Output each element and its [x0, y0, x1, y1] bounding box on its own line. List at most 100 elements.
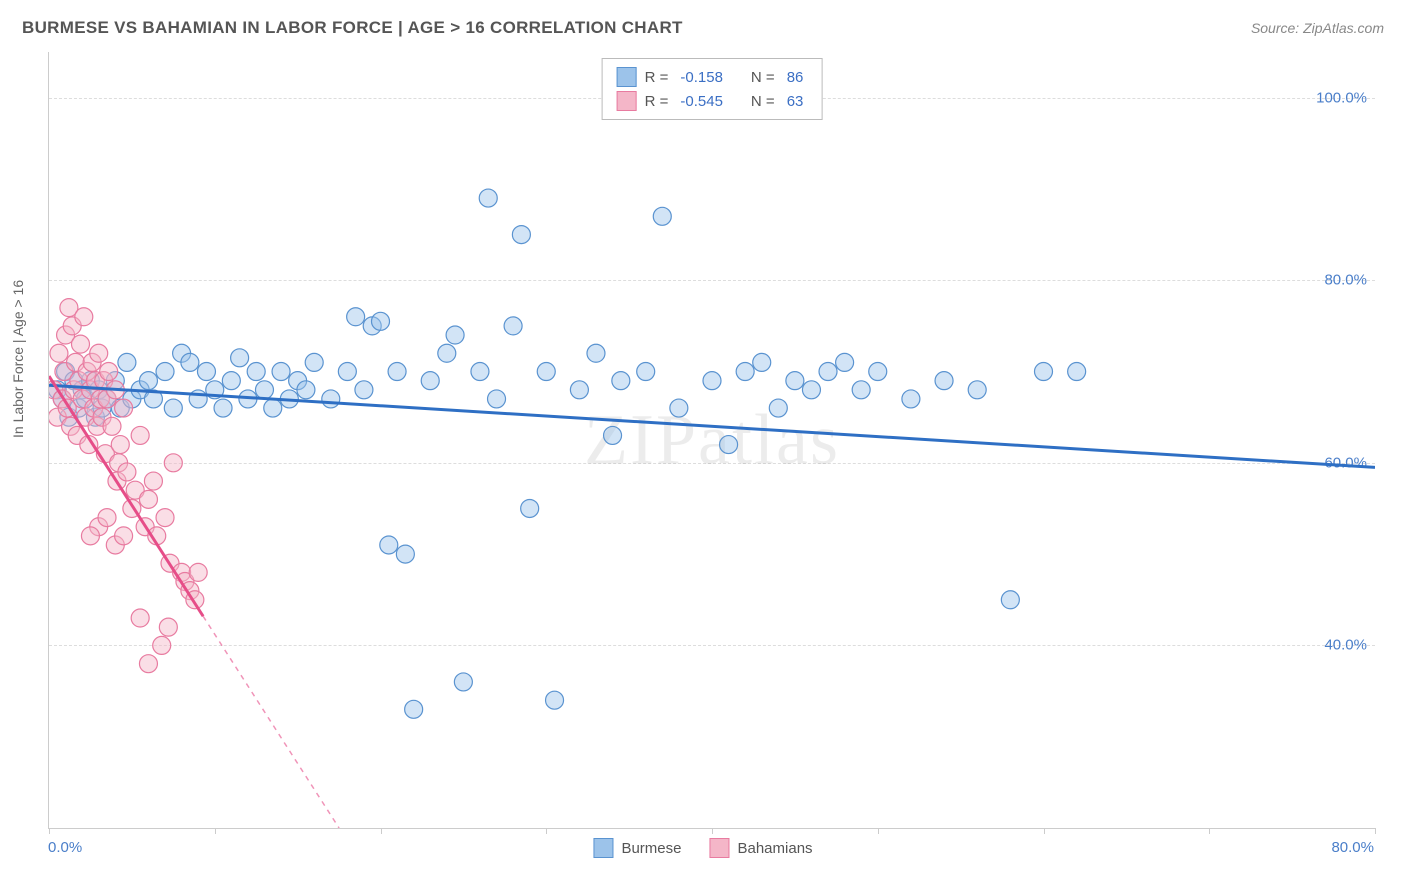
scatter-point: [546, 691, 564, 709]
x-tick: [1375, 828, 1376, 834]
stats-row-burmese: R = -0.158 N = 86: [617, 65, 808, 89]
x-tick: [712, 828, 713, 834]
scatter-point: [396, 545, 414, 563]
scatter-point: [454, 673, 472, 691]
scatter-point: [504, 317, 522, 335]
stats-n-val-burmese: 86: [787, 69, 804, 86]
scatter-point: [1068, 363, 1086, 381]
scatter-point: [852, 381, 870, 399]
scatter-point: [50, 344, 68, 362]
scatter-point: [769, 399, 787, 417]
x-tick: [215, 828, 216, 834]
legend-swatch-bahamian: [709, 838, 729, 858]
scatter-point: [247, 363, 265, 381]
scatter-point: [471, 363, 489, 381]
scatter-point: [98, 509, 116, 527]
x-tick: [1209, 828, 1210, 834]
scatter-point: [819, 363, 837, 381]
scatter-point: [322, 390, 340, 408]
scatter-point: [479, 189, 497, 207]
scatter-point: [347, 308, 365, 326]
scatter-point: [153, 636, 171, 654]
scatter-point: [156, 363, 174, 381]
scatter-point: [144, 472, 162, 490]
legend-swatch-burmese: [593, 838, 613, 858]
scatter-point: [869, 363, 887, 381]
chart-plot-area: R = -0.158 N = 86 R = -0.545 N = 63 ZIPa…: [48, 52, 1375, 829]
scatter-point: [1001, 591, 1019, 609]
scatter-point: [131, 426, 149, 444]
chart-title: BURMESE VS BAHAMIAN IN LABOR FORCE | AGE…: [22, 18, 683, 38]
scatter-point: [156, 509, 174, 527]
x-tick: [546, 828, 547, 834]
scatter-point: [670, 399, 688, 417]
scatter-point: [570, 381, 588, 399]
scatter-point: [612, 372, 630, 390]
stats-swatch-bahamian: [617, 91, 637, 111]
scatter-point: [968, 381, 986, 399]
stats-legend-box: R = -0.158 N = 86 R = -0.545 N = 63: [602, 58, 823, 120]
scatter-point: [935, 372, 953, 390]
scatter-point: [118, 353, 136, 371]
scatter-point: [653, 207, 671, 225]
stats-r-val-bahamian: -0.545: [680, 93, 723, 110]
scatter-point: [802, 381, 820, 399]
scatter-point: [421, 372, 439, 390]
scatter-point: [405, 700, 423, 718]
scatter-point: [255, 381, 273, 399]
scatter-point: [1035, 363, 1053, 381]
bottom-legend: Burmese Bahamians: [593, 838, 812, 858]
scatter-point: [720, 436, 738, 454]
x-tick: [49, 828, 50, 834]
x-tick: [1044, 828, 1045, 834]
trend-line: [49, 385, 1375, 467]
scatter-point: [115, 527, 133, 545]
scatter-point: [197, 363, 215, 381]
scatter-point: [75, 308, 93, 326]
scatter-point: [164, 399, 182, 417]
stats-n-label: N =: [751, 93, 775, 110]
scatter-point: [521, 499, 539, 517]
scatter-point: [139, 490, 157, 508]
scatter-point: [753, 353, 771, 371]
scatter-point: [115, 399, 133, 417]
scatter-point: [181, 353, 199, 371]
scatter-point: [305, 353, 323, 371]
scatter-point: [512, 226, 530, 244]
scatter-point: [902, 390, 920, 408]
scatter-point: [103, 417, 121, 435]
y-axis-title: In Labor Force | Age > 16: [10, 280, 26, 438]
scatter-point: [537, 363, 555, 381]
x-tick: [878, 828, 879, 834]
scatter-point: [355, 381, 373, 399]
scatter-point: [736, 363, 754, 381]
x-axis-label-min: 0.0%: [48, 839, 82, 856]
scatter-point: [118, 463, 136, 481]
scatter-svg: [49, 52, 1375, 828]
scatter-point: [100, 363, 118, 381]
scatter-point: [231, 349, 249, 367]
scatter-point: [189, 563, 207, 581]
chart-container: BURMESE VS BAHAMIAN IN LABOR FORCE | AGE…: [0, 0, 1406, 892]
scatter-point: [71, 335, 89, 353]
stats-row-bahamian: R = -0.545 N = 63: [617, 89, 808, 113]
scatter-point: [131, 609, 149, 627]
scatter-point: [587, 344, 605, 362]
scatter-point: [272, 363, 290, 381]
scatter-point: [446, 326, 464, 344]
scatter-point: [264, 399, 282, 417]
x-tick: [381, 828, 382, 834]
stats-n-val-bahamian: 63: [787, 93, 804, 110]
scatter-point: [372, 312, 390, 330]
scatter-point: [786, 372, 804, 390]
trend-line-extrapolated: [203, 616, 339, 828]
scatter-point: [111, 436, 129, 454]
scatter-point: [81, 527, 99, 545]
scatter-point: [836, 353, 854, 371]
legend-label-burmese: Burmese: [621, 840, 681, 857]
scatter-point: [388, 363, 406, 381]
stats-swatch-burmese: [617, 67, 637, 87]
scatter-point: [637, 363, 655, 381]
stats-r-label: R =: [645, 93, 669, 110]
scatter-point: [164, 454, 182, 472]
